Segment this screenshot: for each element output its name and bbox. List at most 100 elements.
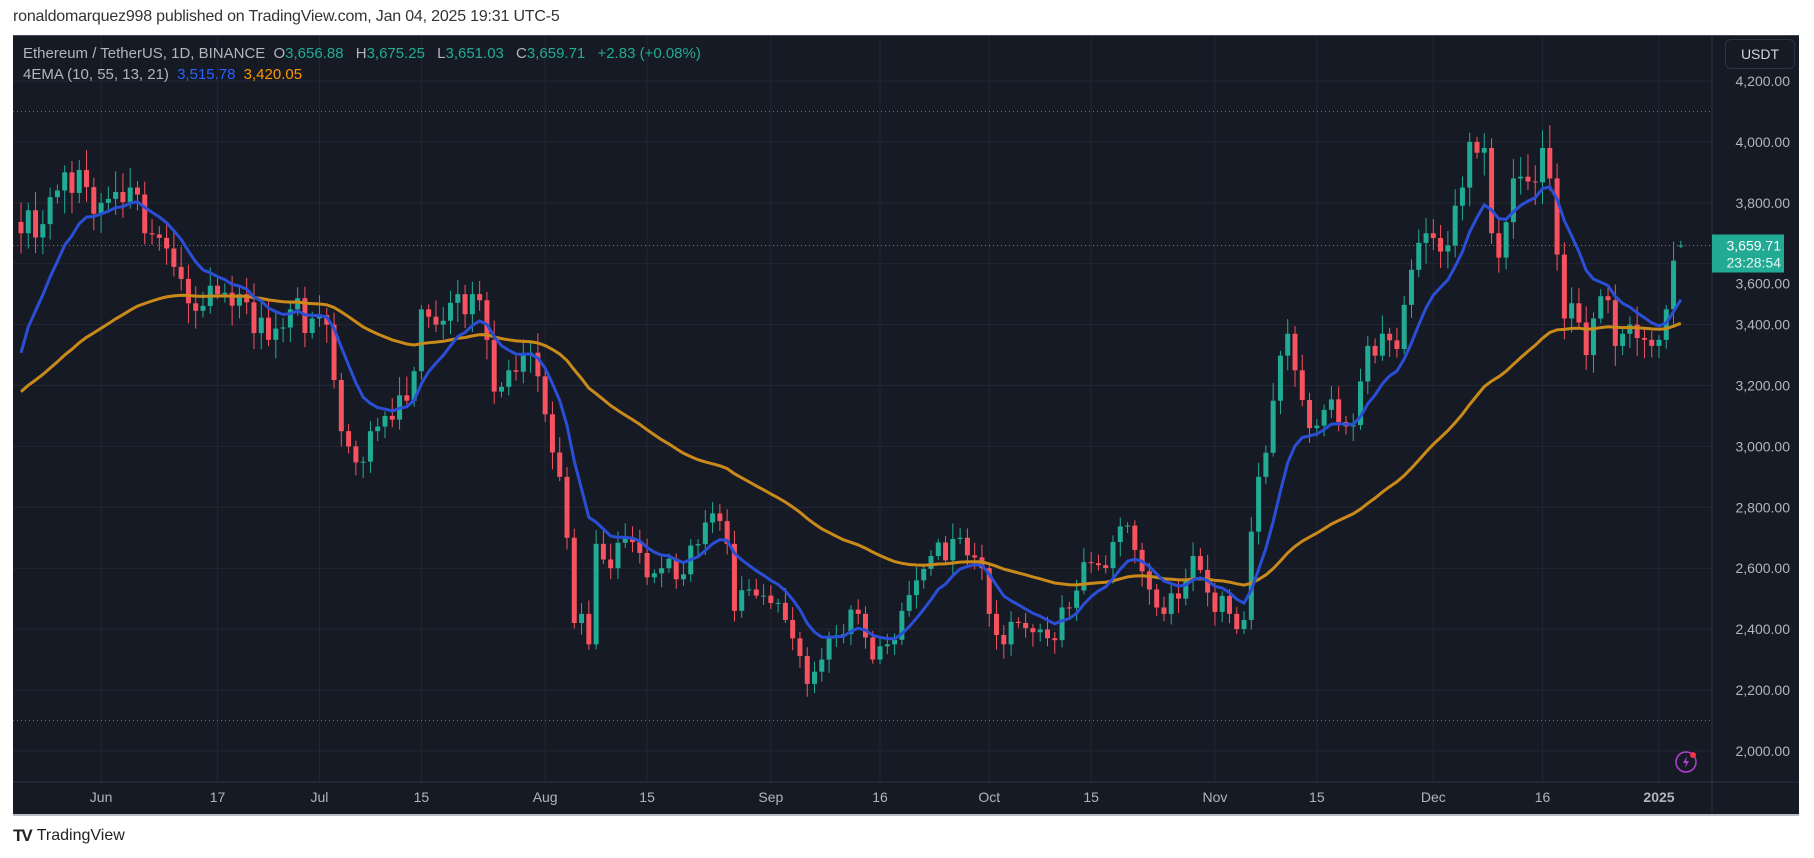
candle bbox=[1328, 386, 1334, 419]
candle bbox=[1263, 445, 1269, 485]
candle-body bbox=[899, 610, 905, 640]
candle-body bbox=[615, 542, 621, 569]
candle bbox=[1256, 462, 1262, 545]
candle bbox=[994, 600, 1000, 650]
candle bbox=[346, 424, 352, 454]
candle-body bbox=[455, 294, 461, 303]
candle bbox=[134, 181, 140, 211]
candle bbox=[1241, 611, 1247, 635]
price-chart[interactable]: 2,000.00 2,200.00 2,400.00 2,600.00 2,800.00… bbox=[13, 36, 1799, 814]
candle bbox=[69, 160, 75, 214]
candle-body bbox=[266, 317, 272, 340]
candle bbox=[1481, 133, 1487, 176]
candle-body bbox=[921, 568, 927, 581]
candle-body bbox=[564, 476, 570, 538]
candle-body bbox=[1197, 556, 1203, 570]
candle-body bbox=[913, 580, 919, 596]
currency-button[interactable]: USDT bbox=[1725, 39, 1795, 69]
candle bbox=[1139, 542, 1145, 587]
candle bbox=[1219, 591, 1225, 623]
candle-body bbox=[178, 266, 184, 279]
candle bbox=[906, 580, 912, 617]
candle bbox=[579, 603, 585, 635]
candle bbox=[943, 535, 949, 564]
candle-body bbox=[215, 285, 221, 295]
candle bbox=[1401, 296, 1407, 354]
price-tick-label: 2,600.00 bbox=[1736, 560, 1791, 576]
candle bbox=[622, 523, 628, 548]
candle-body bbox=[25, 210, 31, 234]
candle bbox=[1525, 154, 1531, 191]
candle bbox=[1212, 582, 1218, 626]
candle-body bbox=[1532, 181, 1538, 183]
candle bbox=[1052, 632, 1058, 654]
candle bbox=[1095, 554, 1101, 571]
indicator-legend[interactable]: 4EMA (10, 55, 13, 21) 3,515.78 3,420.05 bbox=[23, 66, 306, 83]
change-value: +2.83 (+0.08%) bbox=[597, 45, 701, 62]
candle bbox=[761, 584, 767, 605]
candle bbox=[18, 202, 24, 254]
candle-body bbox=[193, 303, 199, 311]
candle bbox=[426, 304, 432, 328]
candle-body bbox=[1481, 147, 1487, 153]
candle bbox=[1190, 542, 1196, 592]
candle bbox=[724, 509, 730, 555]
candle bbox=[1132, 520, 1138, 564]
candle-body bbox=[1125, 525, 1131, 527]
candle-body bbox=[426, 309, 432, 317]
candle bbox=[571, 528, 577, 629]
candle-body bbox=[637, 542, 643, 553]
candle bbox=[717, 504, 723, 531]
candle-body bbox=[418, 309, 424, 372]
chart-pane[interactable]: 2,000.00 2,200.00 2,400.00 2,600.00 2,800.00… bbox=[13, 35, 1799, 816]
candle bbox=[804, 647, 810, 697]
candle bbox=[950, 523, 956, 575]
candle-body bbox=[251, 302, 257, 334]
candle-body bbox=[812, 671, 818, 684]
candle bbox=[855, 599, 861, 625]
candle bbox=[862, 606, 868, 649]
candle bbox=[557, 437, 563, 482]
candle bbox=[353, 440, 359, 476]
candle-body bbox=[1336, 399, 1342, 423]
candle bbox=[513, 356, 519, 381]
candle-body bbox=[222, 292, 228, 295]
close-label: C bbox=[516, 45, 527, 62]
candle bbox=[695, 539, 701, 556]
candle-body bbox=[477, 294, 483, 301]
candle-body bbox=[1445, 245, 1451, 252]
candle bbox=[615, 531, 621, 579]
candle-body bbox=[1423, 233, 1429, 243]
candle bbox=[637, 529, 643, 564]
candle-body bbox=[1234, 613, 1240, 630]
footer: TV TradingView bbox=[13, 826, 125, 846]
candle bbox=[76, 159, 82, 204]
candle-body bbox=[1358, 381, 1364, 426]
time-tick-label: 16 bbox=[1535, 789, 1551, 805]
candle-body bbox=[1430, 233, 1436, 239]
candle bbox=[1605, 284, 1611, 314]
candle-body bbox=[1671, 260, 1677, 310]
candle bbox=[848, 605, 854, 646]
candle-body bbox=[1387, 333, 1393, 341]
candle-body bbox=[1044, 629, 1050, 639]
candle-body bbox=[1241, 619, 1247, 630]
candle bbox=[1161, 596, 1167, 622]
candle bbox=[375, 417, 381, 442]
candle bbox=[1474, 136, 1480, 159]
last-price-label: 3,659.71 bbox=[1727, 238, 1782, 254]
candle-body bbox=[367, 431, 373, 462]
candle bbox=[1103, 555, 1109, 574]
candle-body bbox=[295, 298, 301, 310]
price-tick-label: 2,200.00 bbox=[1736, 682, 1791, 698]
candle-body bbox=[91, 187, 97, 214]
candle bbox=[542, 366, 548, 422]
lightning-icon-bolt bbox=[1683, 756, 1689, 768]
candle bbox=[142, 181, 148, 245]
candle bbox=[448, 290, 454, 334]
open-value: 3,656.88 bbox=[285, 45, 344, 62]
candle-body bbox=[382, 415, 388, 427]
lightning-icon[interactable] bbox=[1675, 751, 1697, 773]
candle-body bbox=[1416, 242, 1422, 270]
time-tick-label: Jul bbox=[311, 789, 329, 805]
